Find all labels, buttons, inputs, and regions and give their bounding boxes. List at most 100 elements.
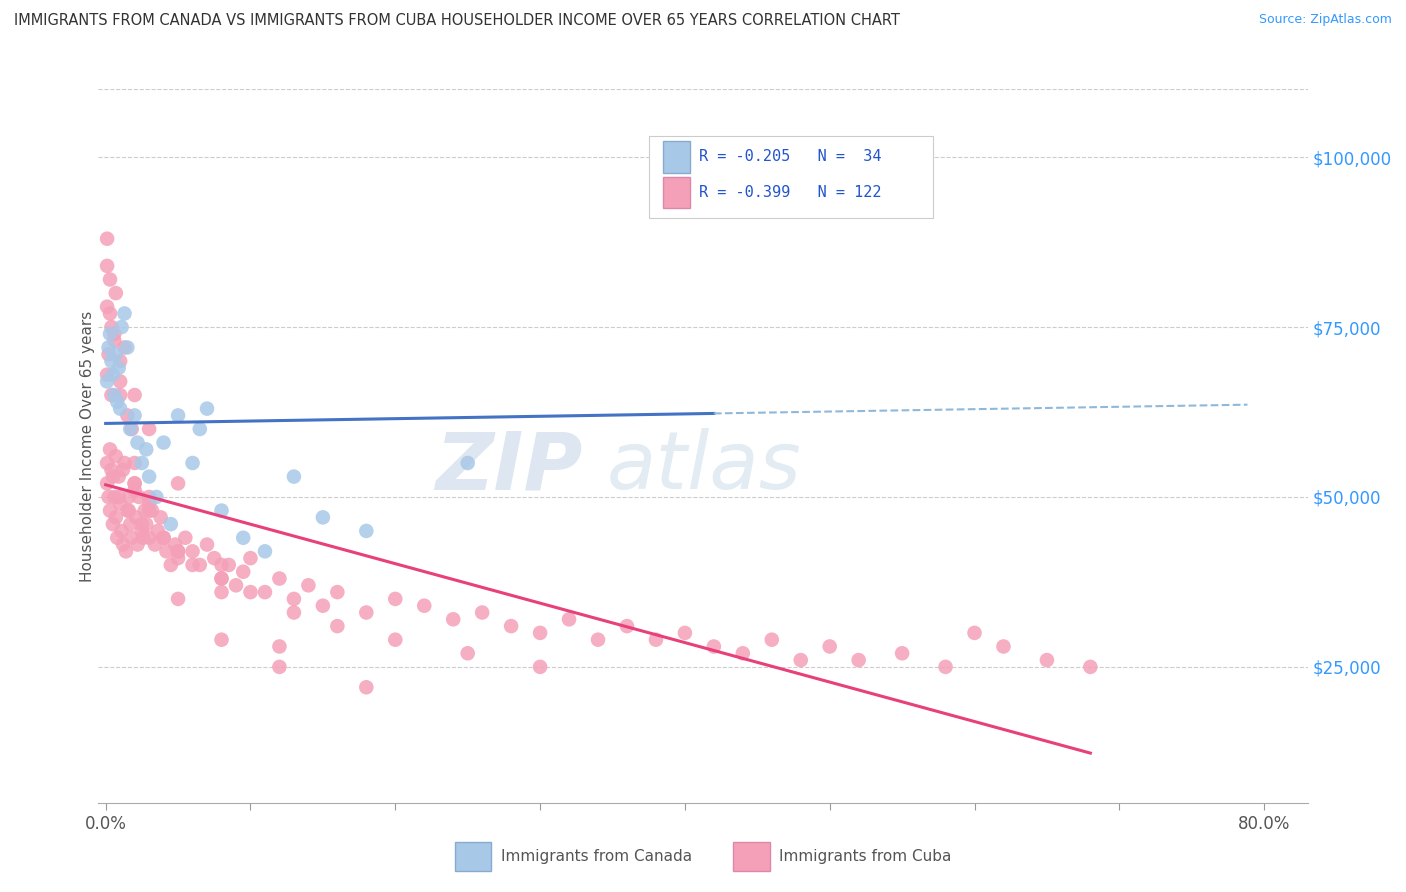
Text: R = -0.205   N =  34: R = -0.205 N = 34	[699, 150, 882, 164]
Point	[105, 531, 128, 545]
Point	[131, 456, 153, 470]
Point	[96, 375, 118, 389]
Point	[135, 517, 157, 532]
Point	[96, 300, 118, 314]
Text: Immigrants from Cuba: Immigrants from Cuba	[779, 849, 952, 863]
Text: atlas: atlas	[606, 428, 801, 507]
Point	[790, 653, 813, 667]
Point	[211, 632, 233, 647]
Point	[121, 531, 143, 545]
Point	[97, 347, 120, 361]
Point	[98, 326, 121, 341]
Point	[211, 503, 233, 517]
Y-axis label: Householder Income Over 65 years: Householder Income Over 65 years	[80, 310, 94, 582]
Point	[501, 619, 523, 633]
Point	[132, 531, 155, 545]
Point	[673, 626, 696, 640]
Point	[225, 578, 247, 592]
Point	[645, 632, 668, 647]
Point	[96, 232, 118, 246]
Point	[167, 409, 190, 423]
Point	[253, 544, 276, 558]
Point	[131, 517, 153, 532]
Point	[253, 585, 276, 599]
Point	[326, 585, 349, 599]
Point	[103, 334, 125, 348]
Point	[100, 354, 122, 368]
Point	[181, 558, 204, 572]
Point	[138, 497, 160, 511]
Point	[167, 544, 190, 558]
Point	[97, 341, 120, 355]
Point	[96, 259, 118, 273]
Point	[326, 619, 349, 633]
Point	[107, 490, 129, 504]
Point	[135, 442, 157, 457]
Point	[101, 469, 124, 483]
Point	[107, 360, 129, 375]
Point	[138, 469, 160, 483]
Point	[114, 306, 136, 320]
Point	[104, 510, 127, 524]
Point	[174, 531, 197, 545]
FancyBboxPatch shape	[648, 136, 932, 218]
Text: Source: ZipAtlas.com: Source: ZipAtlas.com	[1258, 13, 1392, 27]
Point	[112, 537, 135, 551]
Point	[616, 619, 638, 633]
Point	[149, 510, 172, 524]
Point	[97, 490, 120, 504]
Point	[283, 606, 305, 620]
Point	[441, 612, 464, 626]
Point	[105, 394, 128, 409]
Point	[98, 503, 121, 517]
Point	[138, 503, 160, 517]
Point	[211, 572, 233, 586]
Point	[98, 442, 121, 457]
Point	[195, 537, 218, 551]
Point	[104, 347, 127, 361]
Point	[993, 640, 1015, 654]
Bar	[664, 177, 690, 208]
Point	[152, 531, 174, 545]
Point	[188, 422, 211, 436]
Point	[703, 640, 725, 654]
Point	[117, 503, 139, 517]
Point	[104, 286, 127, 301]
Point	[100, 320, 122, 334]
Point	[117, 341, 139, 355]
Point	[703, 184, 725, 198]
Point	[98, 306, 121, 320]
Point	[312, 599, 335, 613]
Point	[848, 653, 870, 667]
Point	[104, 449, 127, 463]
Point	[124, 456, 146, 470]
Point	[211, 572, 233, 586]
Bar	[734, 842, 769, 871]
Point	[384, 632, 406, 647]
Point	[232, 531, 254, 545]
Point	[211, 585, 233, 599]
Point	[269, 572, 291, 586]
Point	[188, 558, 211, 572]
Point	[297, 578, 319, 592]
Point	[96, 456, 118, 470]
Point	[100, 388, 122, 402]
Point	[121, 422, 143, 436]
Point	[108, 401, 131, 416]
Point	[457, 646, 479, 660]
Point	[124, 388, 146, 402]
Point	[124, 409, 146, 423]
Text: R = -0.399   N = 122: R = -0.399 N = 122	[699, 185, 882, 200]
Text: ZIP: ZIP	[434, 428, 582, 507]
Bar	[456, 842, 492, 871]
Point	[108, 388, 131, 402]
Point	[239, 551, 262, 566]
Point	[356, 680, 378, 694]
Point	[145, 490, 167, 504]
Point	[124, 483, 146, 498]
Point	[165, 537, 187, 551]
Point	[108, 497, 131, 511]
Point	[138, 490, 160, 504]
Point	[138, 422, 160, 436]
Point	[181, 544, 204, 558]
